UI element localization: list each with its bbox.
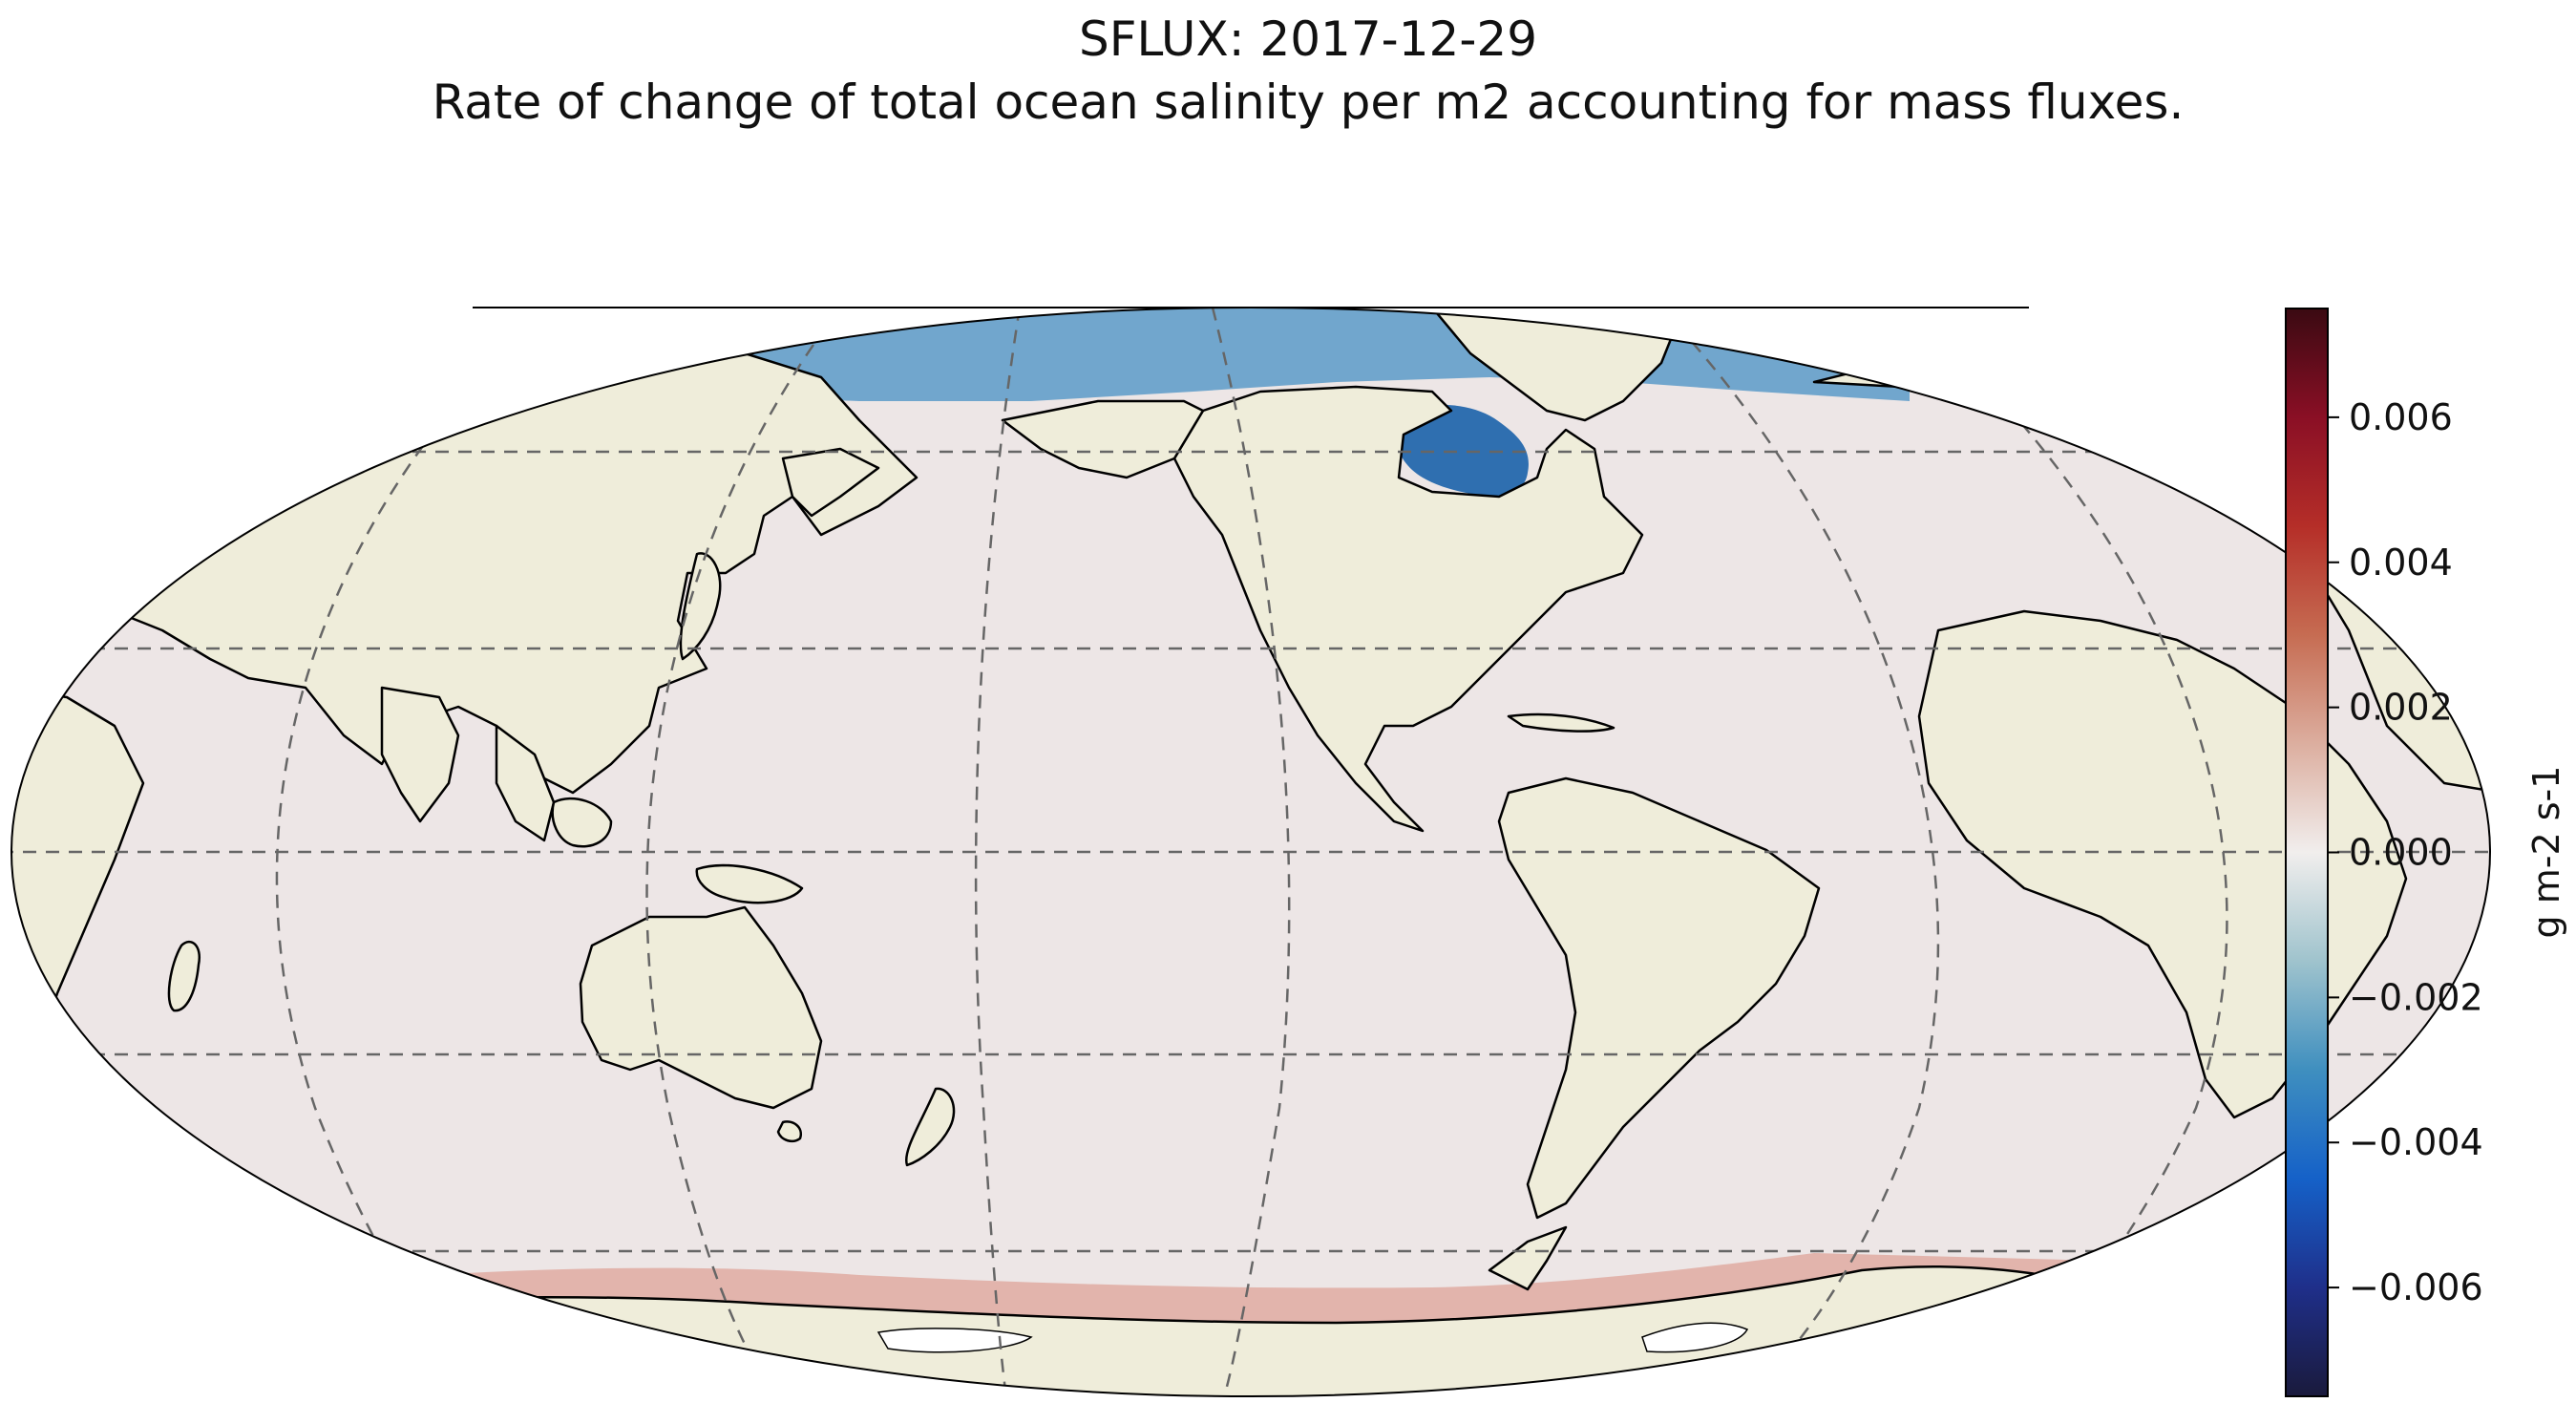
land-australia	[579, 905, 823, 1110]
gridline-meridian-150e	[645, 308, 841, 1396]
title-line-2: Rate of change of total ocean salinity p…	[432, 74, 2185, 130]
colorbar-gradient	[2285, 308, 2329, 1397]
title-line-1: SFLUX: 2017-12-29	[1078, 11, 1538, 67]
land-new-zealand	[904, 1087, 956, 1167]
land-japan	[679, 552, 722, 661]
colorbar-tick-label: 0.002	[2349, 687, 2453, 729]
colorbar-tick-label: −0.002	[2349, 976, 2483, 1018]
land-antarctic-peninsula	[1488, 1225, 1568, 1291]
hudson-bay-flux	[1397, 404, 1529, 497]
colorbar-tick-label: 0.000	[2349, 832, 2453, 874]
colorbar-tick-label: 0.004	[2349, 542, 2453, 584]
colorbar-tick-label: 0.006	[2349, 396, 2453, 438]
land-new-guinea	[695, 863, 804, 904]
ice-shelf-ross	[876, 1328, 1033, 1353]
land-alaska	[1001, 399, 1205, 479]
gridline-meridian-150w	[1211, 308, 1291, 1396]
gridline-meridian-180	[974, 308, 1022, 1396]
land-india	[380, 686, 460, 823]
colorbar-tick-label: −0.006	[2349, 1266, 2483, 1308]
figure-title: SFLUX: 2017-12-29 Rate of change of tota…	[0, 8, 2576, 134]
ice-shelf-weddell	[1641, 1322, 1749, 1353]
land-cuba	[1507, 712, 1615, 733]
colorbar-ticks: 0.006 0.004 0.002 0.000 −0.002 −0.004 −0.006	[2328, 396, 2483, 1308]
land-madagascar	[167, 940, 201, 1012]
land-southeast-asia	[495, 724, 556, 842]
land-borneo	[551, 797, 613, 848]
colorbar-tick-label: −0.004	[2349, 1121, 2483, 1163]
land-north-america	[1172, 385, 1644, 833]
land-kamchatka	[781, 447, 880, 518]
gridline-meridian-120w	[1660, 308, 1940, 1396]
land-south-america	[1497, 776, 1821, 1220]
colorbar-label: g m-2 s-1	[2525, 766, 2567, 939]
land-tasmania	[776, 1120, 803, 1143]
